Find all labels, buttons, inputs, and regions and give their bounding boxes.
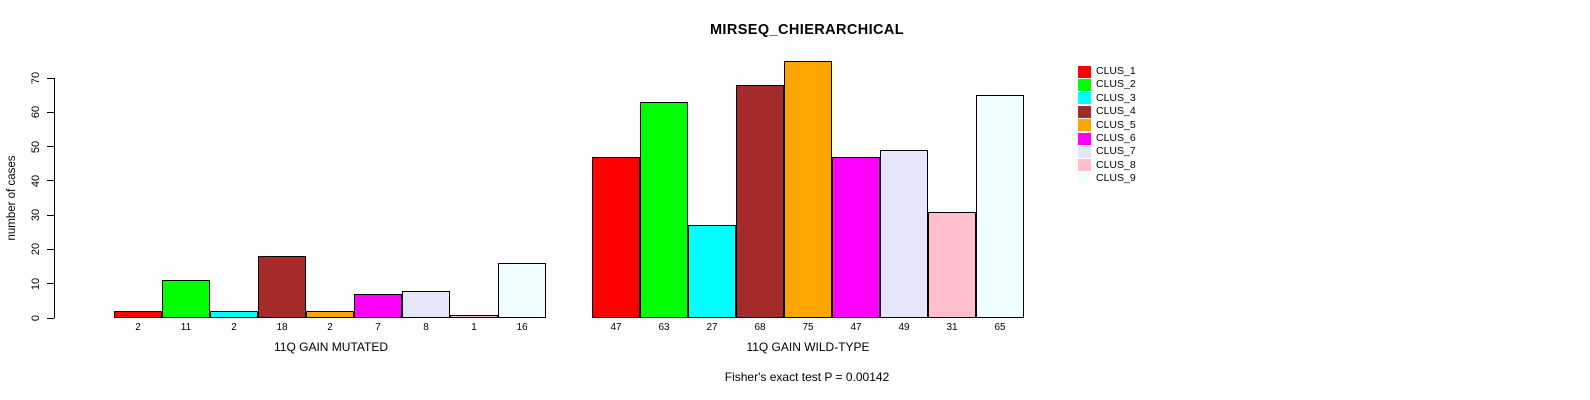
bar-clus_7 xyxy=(402,290,450,318)
bar-clus_6 xyxy=(354,294,402,318)
bar-value-label: 2 xyxy=(135,322,141,333)
y-tick-label: 0 xyxy=(30,314,42,322)
bar-clus_5 xyxy=(784,60,832,318)
bar-clus_9 xyxy=(976,95,1024,318)
legend-item: CLUS_2 xyxy=(1078,78,1136,92)
legend-item: CLUS_6 xyxy=(1078,132,1136,145)
legend-item: CLUS_1 xyxy=(1078,65,1136,78)
legend-label: CLUS_1 xyxy=(1096,65,1136,77)
bar-value-label: 75 xyxy=(802,322,814,333)
bar-value-label: 68 xyxy=(754,322,766,333)
legend-label: CLUS_8 xyxy=(1096,158,1136,171)
legend-label: CLUS_4 xyxy=(1096,105,1136,118)
y-tick-mark xyxy=(47,283,54,285)
legend-item: CLUS_5 xyxy=(1078,119,1136,132)
legend-label: CLUS_6 xyxy=(1096,131,1136,144)
legend-label: CLUS_7 xyxy=(1096,145,1136,158)
y-tick-mark xyxy=(47,248,54,250)
y-tick-mark xyxy=(47,146,54,148)
legend-swatch xyxy=(1078,92,1091,105)
legend-label: CLUS_9 xyxy=(1096,172,1136,185)
bar-clus_2 xyxy=(162,280,210,318)
legend-swatch xyxy=(1078,172,1091,185)
legend-swatch xyxy=(1078,132,1091,145)
legend-label: CLUS_5 xyxy=(1096,118,1136,131)
y-tick-mark xyxy=(47,317,54,319)
bar-clus_4 xyxy=(258,256,306,318)
bar-value-label: 65 xyxy=(994,322,1006,333)
bar-value-label: 47 xyxy=(850,322,862,333)
y-tick-label: 30 xyxy=(30,209,42,222)
y-axis-line xyxy=(54,78,55,318)
x-axis-label-wild-type: 11Q GAIN WILD-TYPE xyxy=(746,340,870,354)
bar-clus_8 xyxy=(450,314,498,318)
legend: CLUS_1 CLUS_2 CLUS_3 CLUS_4 CLUS_5 CLUS_6 CLUS… xyxy=(1078,65,1136,186)
legend-item: CLUS_3 xyxy=(1078,92,1136,105)
legend-item: CLUS_7 xyxy=(1078,145,1136,159)
y-tick-mark xyxy=(47,180,54,182)
y-tick-label: 60 xyxy=(30,106,42,119)
bar-clus_1 xyxy=(114,311,162,318)
bar-value-label: 1 xyxy=(471,322,477,333)
legend-item: CLUS_8 xyxy=(1078,159,1136,172)
fisher-test-annotation: Fisher's exact test P = 0.00142 xyxy=(724,370,890,384)
bar-clus_1 xyxy=(592,156,640,318)
bar-clus_7 xyxy=(880,150,928,318)
y-axis-label: number of cases xyxy=(6,155,18,241)
y-tick-mark xyxy=(47,77,54,79)
y-tick-label: 50 xyxy=(30,140,42,153)
bar-value-label: 16 xyxy=(516,322,528,333)
bar-clus_2 xyxy=(640,102,688,318)
legend-item: CLUS_9 xyxy=(1078,172,1136,185)
bar-clus_5 xyxy=(306,311,354,318)
bar-clus_4 xyxy=(736,84,784,318)
bar-value-label: 27 xyxy=(706,322,718,333)
chart-title: MIRSEQ_CHIERARCHICAL xyxy=(709,22,905,38)
legend-label: CLUS_2 xyxy=(1096,78,1136,91)
bar-value-label: 7 xyxy=(375,322,381,333)
y-tick-label: 20 xyxy=(30,243,42,256)
bar-value-label: 2 xyxy=(231,322,237,333)
bar-value-label: 49 xyxy=(898,322,910,333)
legend-item: CLUS_4 xyxy=(1078,105,1136,118)
bar-value-label: 31 xyxy=(946,322,958,333)
legend-swatch xyxy=(1078,146,1091,159)
bar-clus_8 xyxy=(928,211,976,318)
bar-clus_9 xyxy=(498,263,546,318)
legend-swatch xyxy=(1078,65,1091,78)
legend-swatch xyxy=(1078,119,1091,132)
bar-value-label: 63 xyxy=(658,322,670,333)
legend-swatch xyxy=(1078,105,1091,118)
legend-label: CLUS_3 xyxy=(1096,91,1136,104)
bar-value-label: 2 xyxy=(327,322,333,333)
bar-value-label: 8 xyxy=(423,322,429,333)
bar-value-label: 18 xyxy=(276,322,288,333)
y-tick-mark xyxy=(47,111,54,113)
y-tick-label: 10 xyxy=(30,277,42,290)
bar-clus_3 xyxy=(688,225,736,318)
x-axis-label-mutated: 11Q GAIN MUTATED xyxy=(273,340,389,354)
bar-clus_3 xyxy=(210,311,258,318)
bar-value-label: 11 xyxy=(180,322,192,333)
legend-swatch xyxy=(1078,159,1091,172)
bar-clus_6 xyxy=(832,156,880,318)
bar-value-label: 47 xyxy=(610,322,622,333)
y-tick-label: 40 xyxy=(30,174,42,187)
y-tick-mark xyxy=(47,214,54,216)
y-tick-label: 70 xyxy=(30,71,42,85)
legend-swatch xyxy=(1078,79,1091,92)
